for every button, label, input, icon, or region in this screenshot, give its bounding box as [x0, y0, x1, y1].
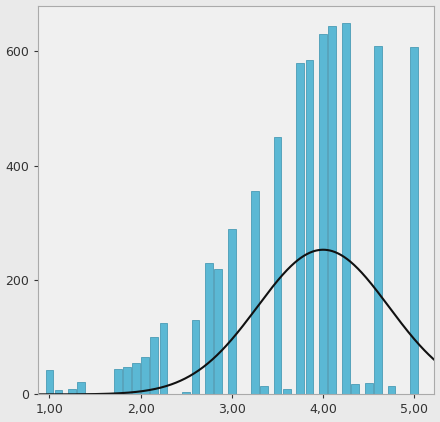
Bar [123, 367, 131, 395]
Bar [68, 389, 76, 395]
Bar [205, 263, 213, 395]
Bar [114, 369, 122, 395]
Bar [374, 46, 382, 395]
Bar [319, 34, 327, 395]
Bar [342, 23, 350, 395]
Bar [388, 386, 396, 395]
Bar [305, 60, 313, 395]
Bar [191, 320, 199, 395]
Bar [45, 371, 53, 395]
Bar [365, 383, 373, 395]
Bar [150, 337, 158, 395]
Bar [228, 229, 236, 395]
Bar [183, 392, 190, 395]
Bar [297, 63, 304, 395]
Bar [141, 357, 149, 395]
Bar [132, 363, 140, 395]
Bar [260, 386, 268, 395]
Bar [77, 382, 85, 395]
Bar [328, 26, 336, 395]
Bar [411, 47, 418, 395]
Bar [55, 390, 62, 395]
Bar [251, 192, 259, 395]
Bar [283, 389, 290, 395]
Bar [214, 269, 222, 395]
Bar [351, 384, 359, 395]
Bar [274, 137, 282, 395]
Bar [160, 323, 167, 395]
